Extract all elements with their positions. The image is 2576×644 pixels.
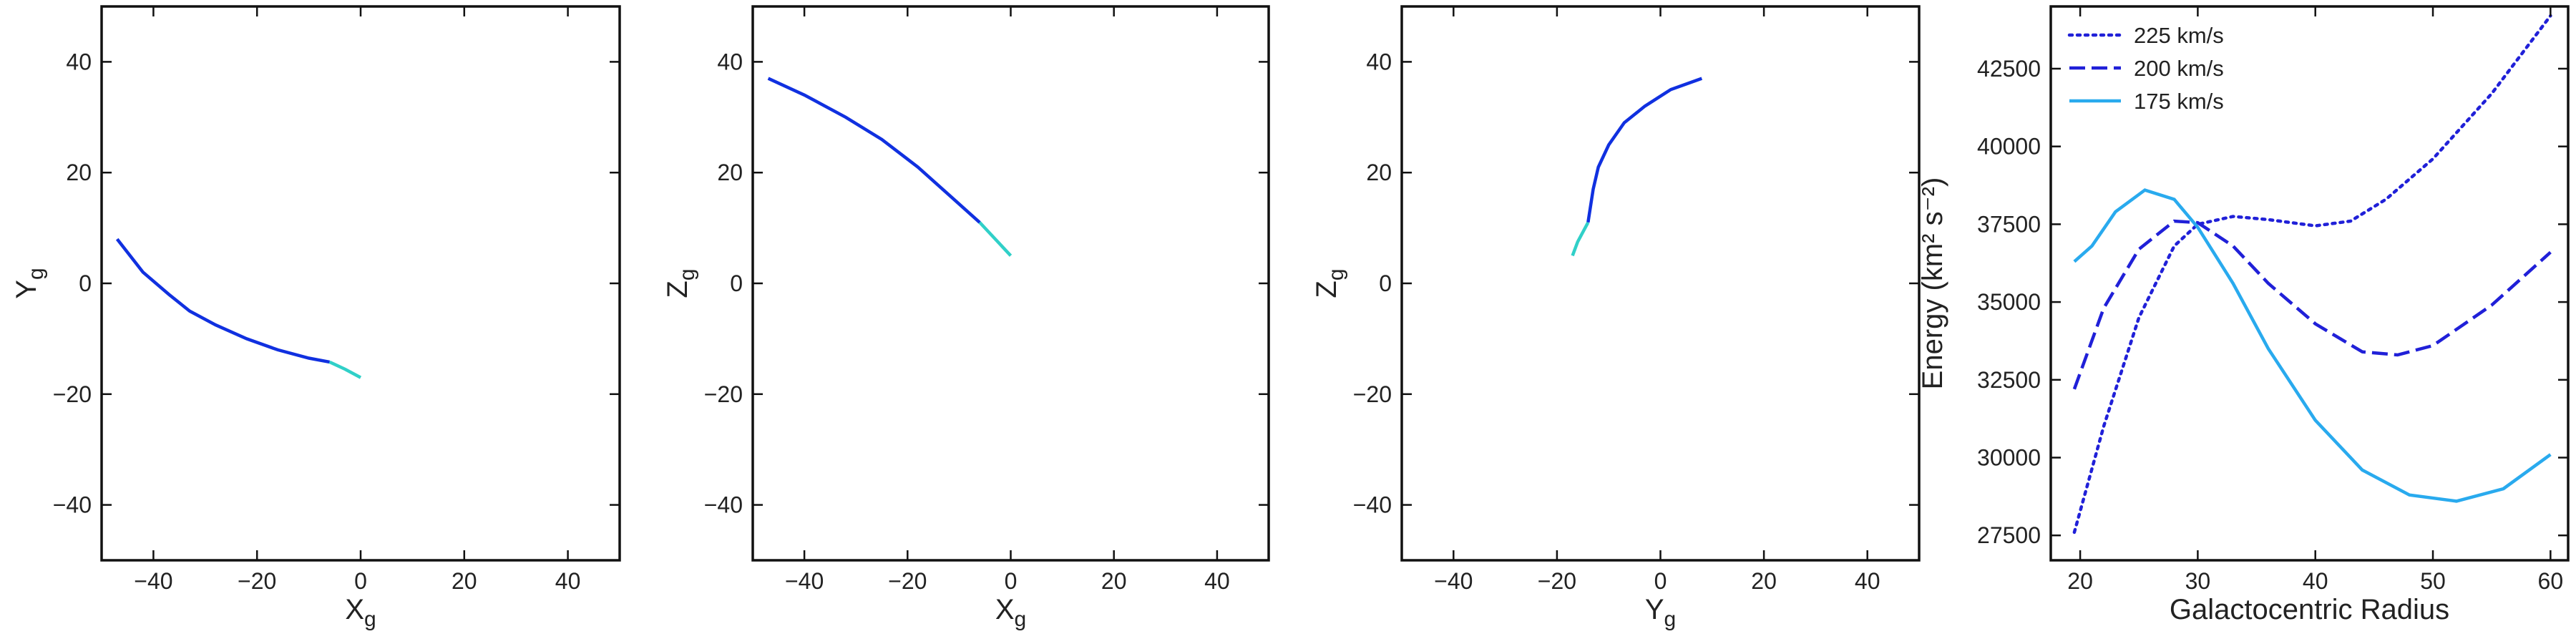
y-tick-label: 42500 xyxy=(1977,56,2041,82)
x-tick-label: 0 xyxy=(1005,568,1018,594)
x-tick-label: 20 xyxy=(2067,568,2093,594)
data-line xyxy=(978,221,1013,257)
x-axis-label-sub: g xyxy=(364,608,376,631)
x-tick-label: 40 xyxy=(555,568,581,594)
data-line xyxy=(115,238,331,364)
x-tick-label: 40 xyxy=(1204,568,1230,594)
x-tick-label: 40 xyxy=(1855,568,1880,594)
plot-frame xyxy=(751,5,1270,562)
x-axis-label-main: Y xyxy=(1645,594,1664,625)
data-line xyxy=(767,77,981,224)
y-tick-label: 20 xyxy=(1366,160,1392,185)
data-line xyxy=(1571,221,1590,257)
y-tick-label: 40 xyxy=(66,49,92,74)
y-axis-label: Zg xyxy=(1311,268,1348,298)
y-tick-label: 0 xyxy=(730,270,743,296)
x-axis-label: Xg xyxy=(995,594,1026,631)
y-axis-label: Energy (km² s⁻²) xyxy=(1917,177,1948,390)
y-axis-label: Yg xyxy=(11,268,48,298)
x-axis-label-sub: g xyxy=(1664,608,1677,631)
x-tick-label: 40 xyxy=(2303,568,2328,594)
data-line xyxy=(2072,14,2552,535)
y-tick-label: 37500 xyxy=(1977,211,2041,237)
y-axis-label-main: Energy (km² s⁻²) xyxy=(1917,177,1948,390)
plot-frame xyxy=(100,5,621,562)
x-axis-label-main: Galactocentric Radius xyxy=(2170,594,2449,625)
y-tick-label: −20 xyxy=(53,381,92,407)
y-axis-label-main: Y xyxy=(11,280,42,299)
x-axis-label: Yg xyxy=(1645,594,1676,631)
y-axis-label-main: Z xyxy=(662,280,693,298)
legend-label: 200 km/s xyxy=(2134,56,2224,81)
y-tick-label: −40 xyxy=(1353,492,1392,518)
subplot: 20 30 40 50 60 27500 30000 32500 35000 37500 40000… xyxy=(1917,5,2570,625)
plot-frame xyxy=(1400,5,1921,562)
data-line xyxy=(328,360,362,379)
x-tick-label: 20 xyxy=(452,568,477,594)
y-tick-label: −20 xyxy=(1353,381,1392,407)
x-axis-label-sub: g xyxy=(1015,608,1027,631)
y-tick-label: 20 xyxy=(717,160,743,185)
data-line xyxy=(1586,77,1703,223)
y-tick-label: −20 xyxy=(704,381,743,407)
y-tick-label: 20 xyxy=(66,160,92,185)
y-tick-label: 30000 xyxy=(1977,445,2041,471)
y-tick-label: −40 xyxy=(704,492,743,518)
x-tick-label: 60 xyxy=(2538,568,2564,594)
y-axis-label-sub: g xyxy=(24,268,48,280)
y-tick-label: 35000 xyxy=(1977,289,2041,315)
y-tick-label: 40000 xyxy=(1977,134,2041,160)
x-tick-label: 50 xyxy=(2420,568,2446,594)
x-tick-label: −40 xyxy=(1434,568,1473,594)
y-axis-label: Zg xyxy=(662,268,699,298)
y-axis-label-main: Z xyxy=(1311,280,1342,298)
x-axis-label-main: X xyxy=(345,594,364,625)
x-tick-label: −40 xyxy=(785,568,824,594)
x-tick-label: 30 xyxy=(2185,568,2211,594)
y-axis-label-sub: g xyxy=(1324,268,1348,280)
x-tick-label: 0 xyxy=(1654,568,1667,594)
x-tick-label: 20 xyxy=(1101,568,1127,594)
x-tick-label: −40 xyxy=(134,568,172,594)
x-tick-label: 0 xyxy=(354,568,367,594)
data-line xyxy=(2073,188,2552,503)
x-tick-label: −20 xyxy=(238,568,276,594)
plot-frame xyxy=(2049,5,2570,562)
y-tick-label: 40 xyxy=(717,49,743,74)
y-tick-label: −40 xyxy=(53,492,92,518)
x-axis-label: Xg xyxy=(345,594,376,631)
y-tick-label: 0 xyxy=(79,270,92,296)
legend-label: 225 km/s xyxy=(2134,23,2224,48)
y-tick-label: 32500 xyxy=(1977,367,2041,393)
y-tick-label: 27500 xyxy=(1977,522,2041,548)
x-tick-label: −20 xyxy=(888,568,927,594)
y-tick-label: 0 xyxy=(1379,270,1392,296)
data-line xyxy=(2072,219,2552,390)
y-tick-label: 40 xyxy=(1366,49,1392,74)
x-axis-label-main: X xyxy=(995,594,1015,625)
y-axis-label-sub: g xyxy=(675,268,699,280)
x-tick-label: −20 xyxy=(1538,568,1576,594)
x-tick-label: 20 xyxy=(1751,568,1777,594)
x-axis-label: Galactocentric Radius xyxy=(2170,594,2449,625)
legend-label: 175 km/s xyxy=(2134,89,2224,114)
